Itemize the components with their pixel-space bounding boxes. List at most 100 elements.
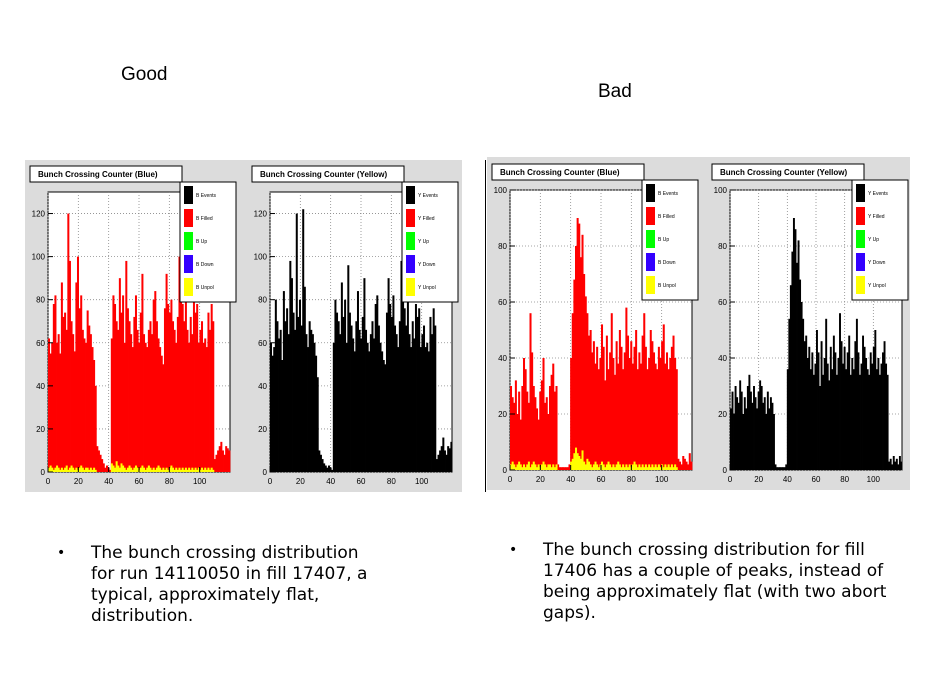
- legend-swatch: [184, 255, 193, 273]
- bar: [649, 467, 652, 470]
- bar: [883, 341, 886, 470]
- y-tick-label: 20: [718, 410, 727, 419]
- bar: [152, 299, 155, 472]
- bar: [812, 374, 815, 470]
- bar: [540, 464, 543, 470]
- bar: [549, 386, 552, 470]
- bar: [791, 251, 794, 470]
- bar: [532, 386, 535, 470]
- bar: [80, 465, 83, 472]
- bar: [857, 352, 860, 470]
- bar: [115, 461, 118, 472]
- bar: [180, 286, 183, 472]
- legend-label: B Unpol: [658, 283, 676, 289]
- bar: [51, 342, 54, 472]
- bar: [99, 454, 102, 472]
- bar: [584, 464, 587, 470]
- bar: [196, 304, 199, 472]
- bar: [223, 454, 226, 472]
- bar: [605, 335, 608, 470]
- bar: [837, 358, 840, 470]
- bar: [516, 464, 519, 470]
- y-tick-label: 40: [36, 382, 45, 391]
- bar: [199, 469, 202, 472]
- bar: [534, 397, 537, 470]
- bar: [49, 353, 52, 472]
- y-tick-label: 60: [36, 339, 45, 348]
- bar: [524, 369, 527, 470]
- bar: [653, 467, 656, 470]
- bar: [270, 342, 273, 472]
- heading-good: Good: [121, 64, 168, 85]
- heading-bad: Bad: [598, 81, 632, 102]
- bar: [614, 374, 617, 470]
- bullet-good: • The bunch crossing distribution for ru…: [57, 543, 387, 633]
- bar: [576, 453, 579, 470]
- chart-title-box: [491, 163, 645, 181]
- bar: [114, 304, 117, 472]
- bar: [172, 467, 175, 472]
- bar: [376, 295, 379, 472]
- chart-title: Bunch Crossing Counter (Blue): [38, 170, 158, 179]
- bar: [163, 308, 166, 472]
- bar: [112, 295, 115, 472]
- bar: [147, 329, 150, 472]
- bar: [138, 342, 141, 472]
- y-tick-label: 100: [714, 186, 728, 195]
- bar: [123, 467, 126, 472]
- bar: [552, 464, 555, 470]
- bar: [440, 446, 443, 472]
- bar: [599, 358, 602, 470]
- bar: [305, 334, 308, 472]
- bar: [643, 313, 646, 470]
- bar: [646, 369, 649, 470]
- bar: [625, 307, 628, 470]
- bar: [159, 467, 162, 472]
- x-tick-label: 40: [326, 477, 335, 486]
- bar: [579, 458, 582, 470]
- bar: [578, 456, 581, 470]
- bar: [536, 408, 539, 470]
- bar: [536, 467, 539, 470]
- bar: [439, 450, 442, 472]
- bar: [581, 234, 584, 470]
- bar: [609, 352, 612, 470]
- bar: [157, 465, 160, 472]
- bar: [591, 467, 594, 470]
- bar: [662, 467, 665, 470]
- bar: [57, 334, 60, 472]
- bar: [215, 454, 218, 472]
- legend-label: B Filled: [196, 216, 213, 222]
- y-tick-label: 100: [32, 253, 46, 262]
- y-tick-label: 60: [498, 298, 507, 307]
- bar: [521, 467, 524, 470]
- bar: [558, 467, 561, 470]
- bar: [617, 363, 620, 470]
- bar: [510, 386, 513, 470]
- bar: [679, 461, 682, 470]
- bar: [898, 456, 901, 470]
- bar: [68, 260, 71, 472]
- bar: [571, 313, 574, 470]
- bar: [196, 469, 199, 472]
- bar: [765, 414, 768, 470]
- bar: [628, 464, 631, 470]
- bar: [340, 282, 343, 472]
- bar: [649, 330, 652, 470]
- x-tick-label: 100: [867, 475, 881, 484]
- bar: [109, 469, 112, 472]
- bar: [809, 369, 812, 470]
- bar: [739, 380, 742, 470]
- bar: [638, 464, 641, 470]
- bar: [217, 450, 220, 472]
- bar: [72, 334, 75, 472]
- bar: [552, 363, 555, 470]
- bar: [410, 347, 413, 472]
- bar: [736, 397, 739, 470]
- bar: [117, 329, 120, 472]
- bar: [669, 358, 672, 470]
- bar: [592, 464, 595, 470]
- bar: [863, 346, 866, 470]
- bar: [900, 461, 903, 470]
- bar: [664, 464, 667, 470]
